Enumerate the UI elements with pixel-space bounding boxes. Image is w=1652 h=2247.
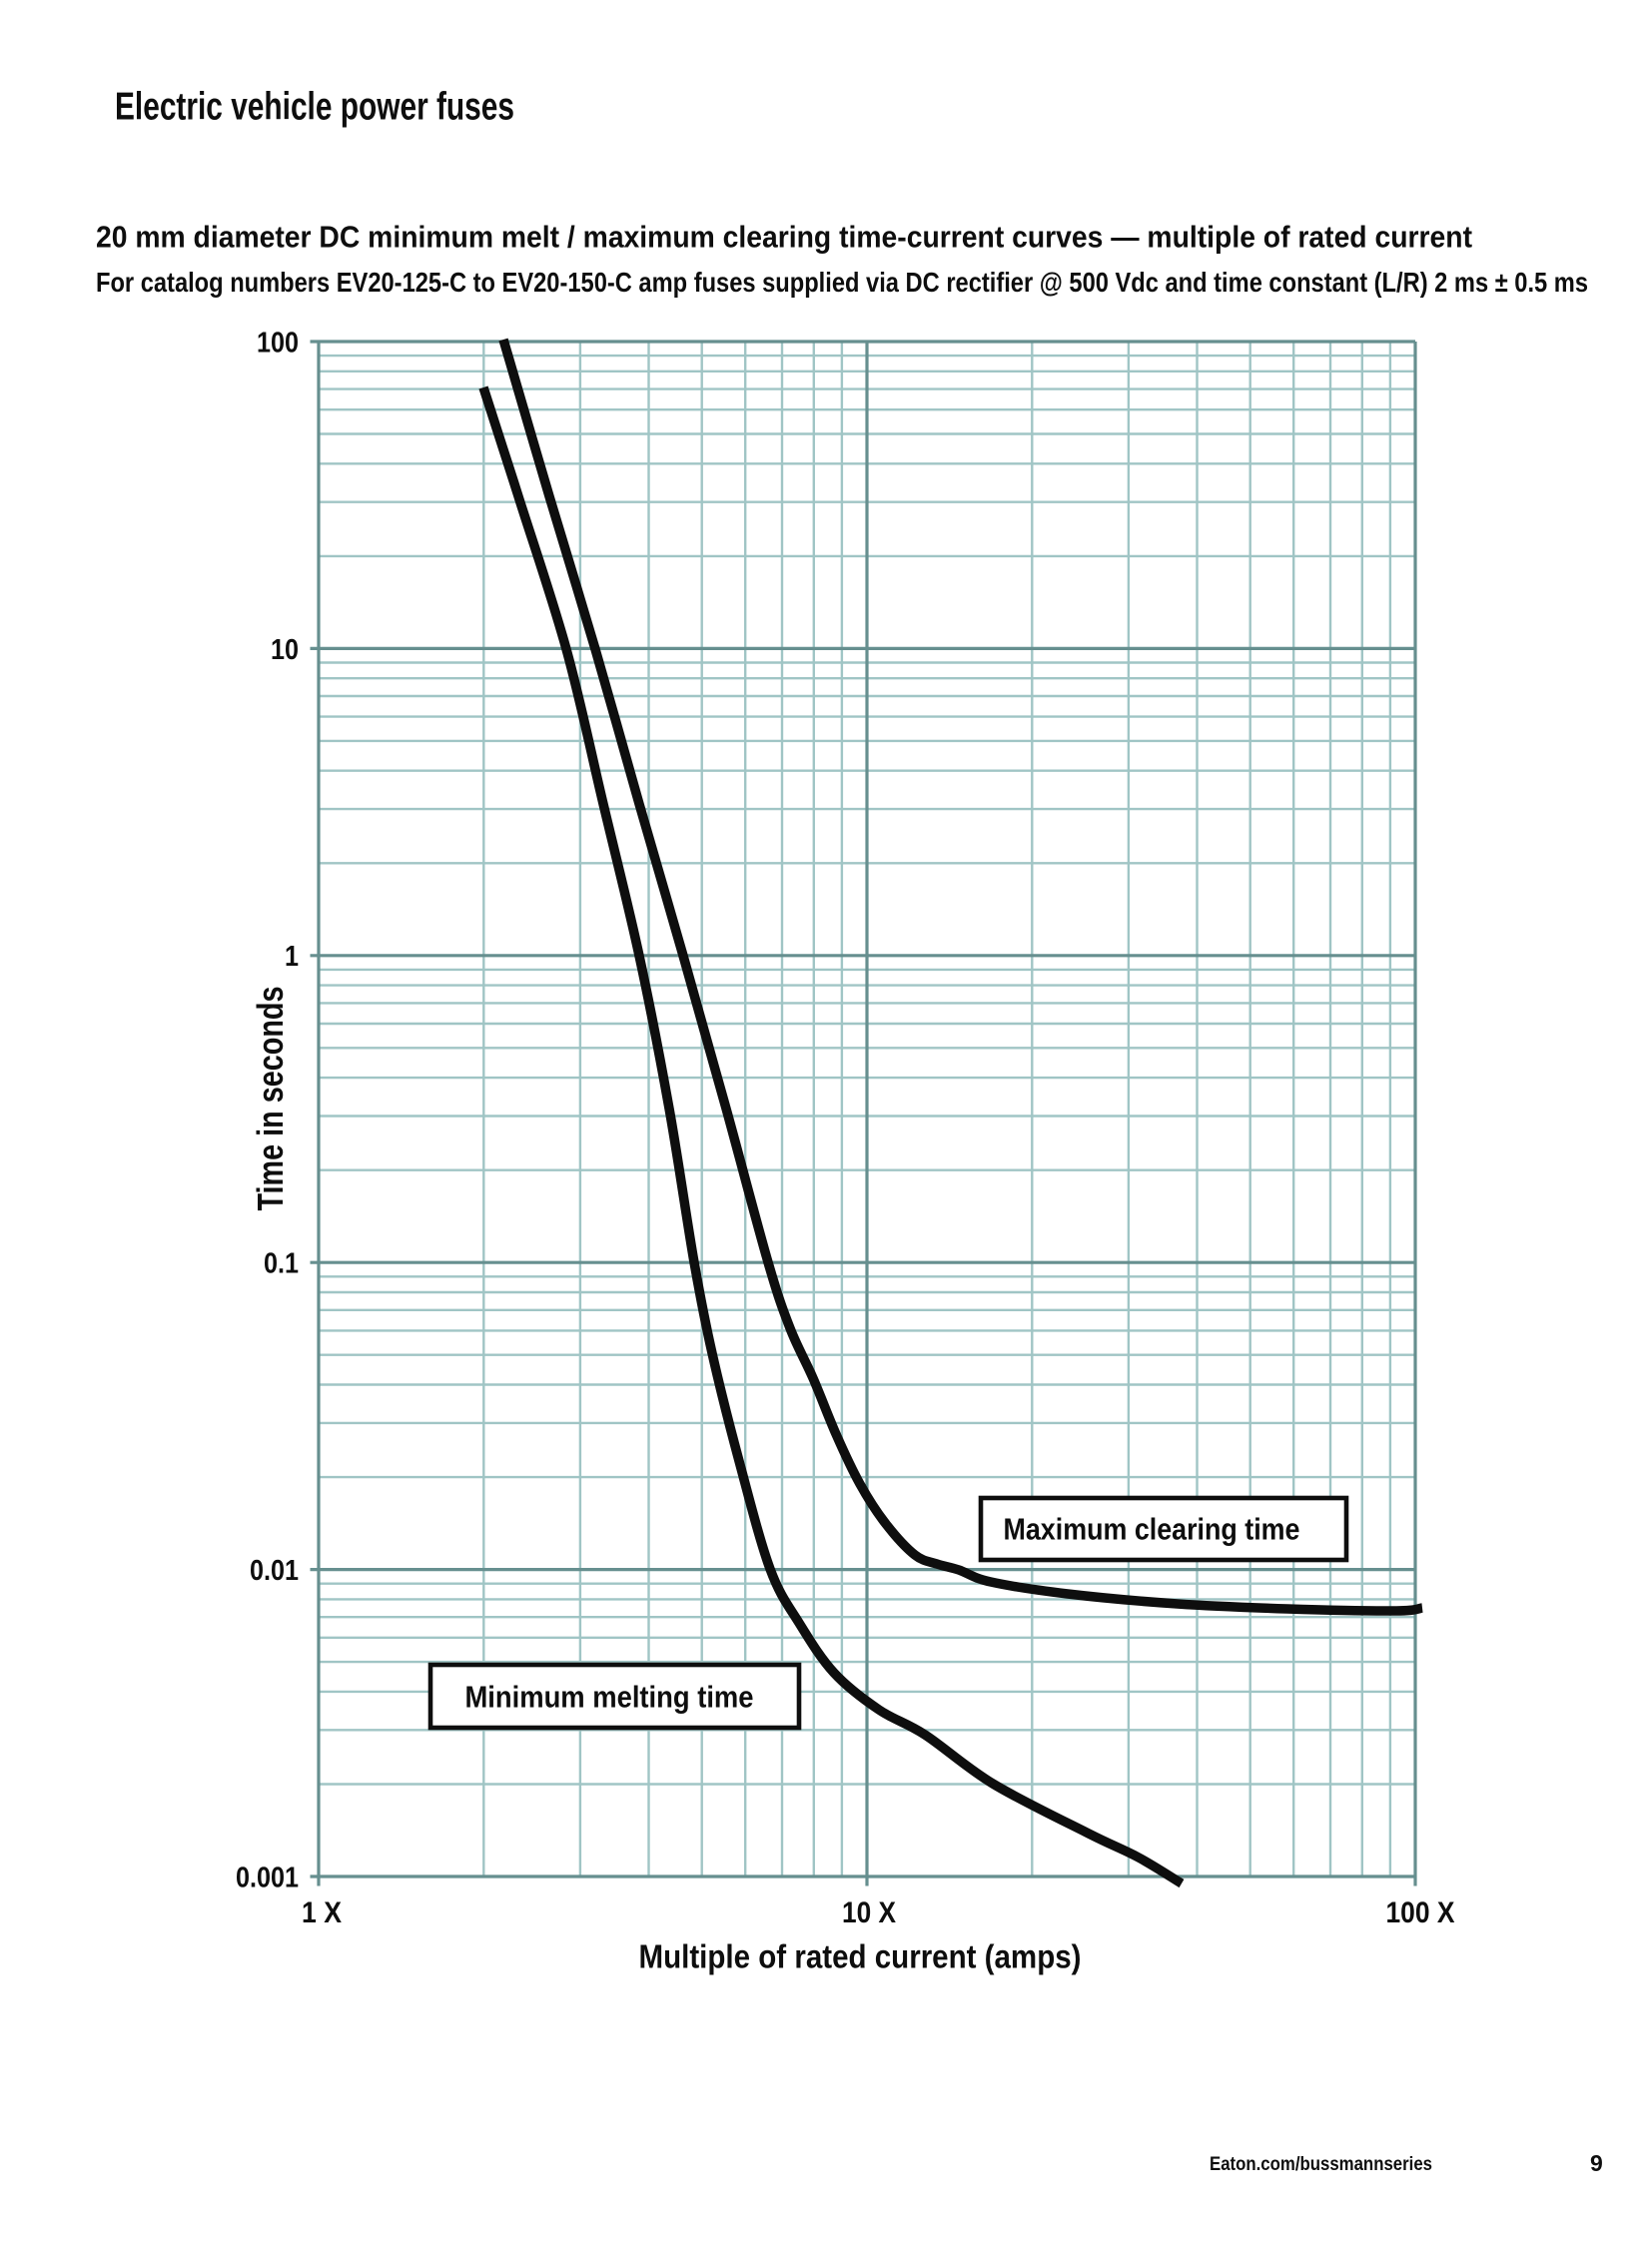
svg-text:1 X: 1 X bbox=[302, 1896, 342, 1929]
svg-text:100 X: 100 X bbox=[1386, 1896, 1455, 1929]
svg-text:0.1: 0.1 bbox=[264, 1248, 299, 1280]
svg-text:Multiple of rated current (amp: Multiple of rated current (amps) bbox=[639, 1938, 1082, 1975]
svg-text:0.01: 0.01 bbox=[250, 1555, 299, 1587]
svg-text:Electric vehicle power fuses: Electric vehicle power fuses bbox=[115, 86, 514, 129]
svg-text:10: 10 bbox=[271, 634, 299, 666]
svg-text:1: 1 bbox=[285, 941, 299, 973]
svg-text:Eaton.com/bussmannseries: Eaton.com/bussmannseries bbox=[1210, 2154, 1432, 2175]
svg-text:Minimum melting time: Minimum melting time bbox=[465, 1680, 754, 1715]
svg-text:0.001: 0.001 bbox=[236, 1862, 299, 1893]
svg-text:9: 9 bbox=[1590, 2150, 1603, 2176]
svg-text:For catalog numbers EV20-125-C: For catalog numbers EV20-125-C to EV20-1… bbox=[96, 267, 1588, 298]
svg-text:Maximum clearing time: Maximum clearing time bbox=[1004, 1511, 1300, 1546]
svg-text:20 mm diameter DC minimum melt: 20 mm diameter DC minimum melt / maximum… bbox=[96, 219, 1472, 254]
svg-text:100: 100 bbox=[257, 327, 299, 359]
svg-text:Time in seconds: Time in seconds bbox=[250, 987, 291, 1211]
svg-text:10 X: 10 X bbox=[842, 1896, 896, 1929]
